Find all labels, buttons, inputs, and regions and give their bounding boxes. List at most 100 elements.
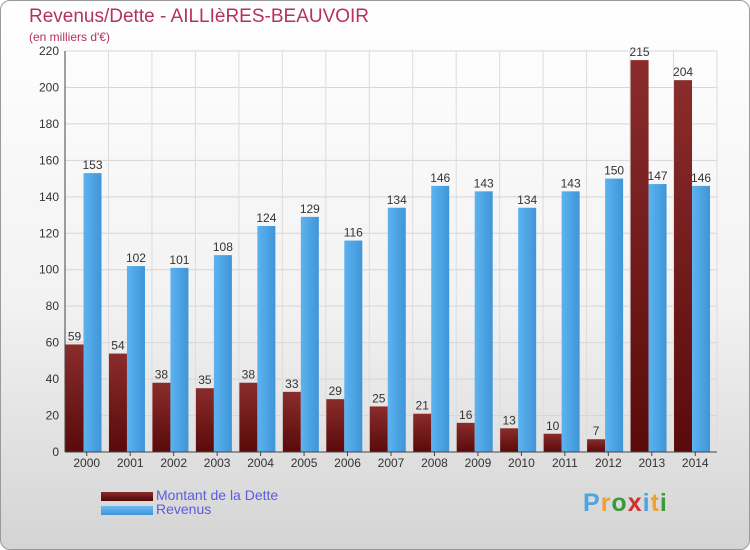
bar-dette bbox=[195, 388, 214, 452]
bar-revenus bbox=[474, 191, 493, 452]
logo-letter: i bbox=[642, 489, 651, 517]
legend-label-debt: Montant de la Dette bbox=[156, 487, 279, 503]
data-label-dette: 204 bbox=[673, 65, 693, 79]
y-tick-label: 60 bbox=[46, 336, 60, 350]
data-label-dette: 54 bbox=[111, 339, 125, 353]
bar-dette bbox=[239, 382, 258, 452]
data-labels: 59 153 54 102 38 101 35 108 38 124 33 129 29 116 25 134… bbox=[68, 45, 712, 438]
bar-dette bbox=[282, 391, 301, 452]
data-label-revenus: 146 bbox=[691, 171, 711, 185]
y-tick-label: 180 bbox=[39, 117, 59, 131]
data-label-revenus: 146 bbox=[430, 171, 450, 185]
legend-label-revenus: Revenus bbox=[156, 501, 212, 517]
y-tick-label: 0 bbox=[52, 445, 59, 459]
data-label-revenus: 143 bbox=[474, 176, 494, 190]
x-tick-label: 2003 bbox=[204, 456, 231, 470]
x-tick-label: 2008 bbox=[421, 456, 448, 470]
data-label-revenus: 124 bbox=[256, 211, 276, 225]
x-tick-label: 2013 bbox=[638, 456, 665, 470]
data-label-dette: 38 bbox=[155, 368, 169, 382]
x-tick-label: 2006 bbox=[334, 456, 361, 470]
logo-letter: P bbox=[583, 489, 601, 517]
bar-dette bbox=[65, 344, 84, 452]
x-tick-label: 2005 bbox=[291, 456, 318, 470]
chart-title: Revenus/Dette - AILLIèRES-BEAUVOIR bbox=[29, 6, 370, 27]
data-label-dette: 16 bbox=[459, 408, 473, 422]
bar-dette bbox=[587, 439, 606, 452]
y-tick-label: 220 bbox=[39, 44, 59, 58]
y-tick-label: 160 bbox=[39, 153, 59, 167]
x-tick-label: 2004 bbox=[247, 456, 274, 470]
data-label-dette: 215 bbox=[630, 45, 650, 59]
legend-swatch-debt bbox=[101, 492, 153, 501]
x-tick-label: 2002 bbox=[160, 456, 187, 470]
bar-dette bbox=[369, 406, 388, 452]
x-tick-label: 2010 bbox=[508, 456, 535, 470]
data-label-revenus: 134 bbox=[387, 193, 407, 207]
data-label-dette: 13 bbox=[502, 413, 516, 427]
data-label-dette: 7 bbox=[593, 424, 600, 438]
logo-letter: o bbox=[611, 489, 628, 517]
x-tick-label: 2009 bbox=[465, 456, 492, 470]
bar-revenus bbox=[344, 240, 363, 452]
bar-revenus bbox=[213, 255, 232, 452]
bar-dette bbox=[108, 353, 127, 452]
data-label-dette: 35 bbox=[198, 373, 212, 387]
bar-dette bbox=[413, 413, 432, 452]
logo-letter: i bbox=[659, 489, 668, 517]
logo-letter: r bbox=[600, 489, 612, 517]
bar-dette bbox=[326, 399, 345, 452]
bar-revenus bbox=[257, 225, 276, 452]
data-label-revenus: 134 bbox=[517, 193, 537, 207]
bar-dette bbox=[152, 382, 171, 452]
bar-revenus bbox=[648, 184, 667, 453]
x-tick-label: 2014 bbox=[682, 456, 709, 470]
axes: 0 20 40 60 80 100 120 140 160 180 200 220 2000 2001 20… bbox=[39, 44, 717, 470]
data-label-revenus: 116 bbox=[344, 226, 363, 240]
data-label-dette: 59 bbox=[68, 329, 82, 343]
bar-revenus bbox=[170, 267, 189, 452]
y-tick-label: 140 bbox=[39, 190, 59, 204]
y-tick-label: 80 bbox=[46, 299, 60, 313]
data-label-dette: 33 bbox=[285, 377, 299, 391]
data-label-dette: 29 bbox=[329, 384, 343, 398]
data-label-dette: 38 bbox=[242, 368, 256, 382]
bar-revenus bbox=[692, 185, 711, 452]
logo-letter: t bbox=[650, 489, 660, 517]
x-tick-label: 2007 bbox=[378, 456, 405, 470]
logo-letter: x bbox=[627, 489, 643, 517]
data-label-dette: 25 bbox=[372, 391, 386, 405]
x-tick-label: 2011 bbox=[552, 456, 578, 470]
chart-subtitle: (en milliers d'€) bbox=[29, 30, 110, 44]
bar-dette bbox=[456, 422, 475, 452]
bar-revenus bbox=[431, 185, 450, 452]
data-label-revenus: 101 bbox=[169, 253, 189, 267]
x-tick-label: 2000 bbox=[73, 456, 100, 470]
data-label-dette: 21 bbox=[416, 399, 430, 413]
bar-revenus bbox=[605, 178, 624, 452]
legend-swatch-revenus bbox=[101, 506, 153, 515]
bars bbox=[65, 60, 711, 453]
data-label-revenus: 147 bbox=[648, 169, 668, 183]
bar-dette bbox=[674, 80, 693, 452]
data-label-revenus: 108 bbox=[213, 240, 233, 254]
data-label-revenus: 129 bbox=[300, 202, 320, 216]
bar-dette bbox=[500, 428, 519, 452]
bar-dette bbox=[630, 60, 649, 452]
y-tick-label: 120 bbox=[39, 226, 59, 240]
data-label-dette: 10 bbox=[546, 419, 560, 433]
data-label-revenus: 153 bbox=[82, 158, 102, 172]
data-label-revenus: 143 bbox=[561, 176, 581, 190]
bar-revenus bbox=[518, 207, 537, 452]
bar-revenus bbox=[300, 216, 319, 452]
y-tick-label: 40 bbox=[46, 372, 60, 386]
y-tick-label: 20 bbox=[46, 409, 60, 423]
data-label-revenus: 102 bbox=[126, 251, 146, 265]
bar-dette bbox=[543, 433, 562, 452]
bar-revenus bbox=[126, 266, 145, 452]
data-label-revenus: 150 bbox=[604, 164, 624, 178]
bar-revenus bbox=[83, 173, 102, 452]
x-tick-label: 2001 bbox=[117, 456, 144, 470]
